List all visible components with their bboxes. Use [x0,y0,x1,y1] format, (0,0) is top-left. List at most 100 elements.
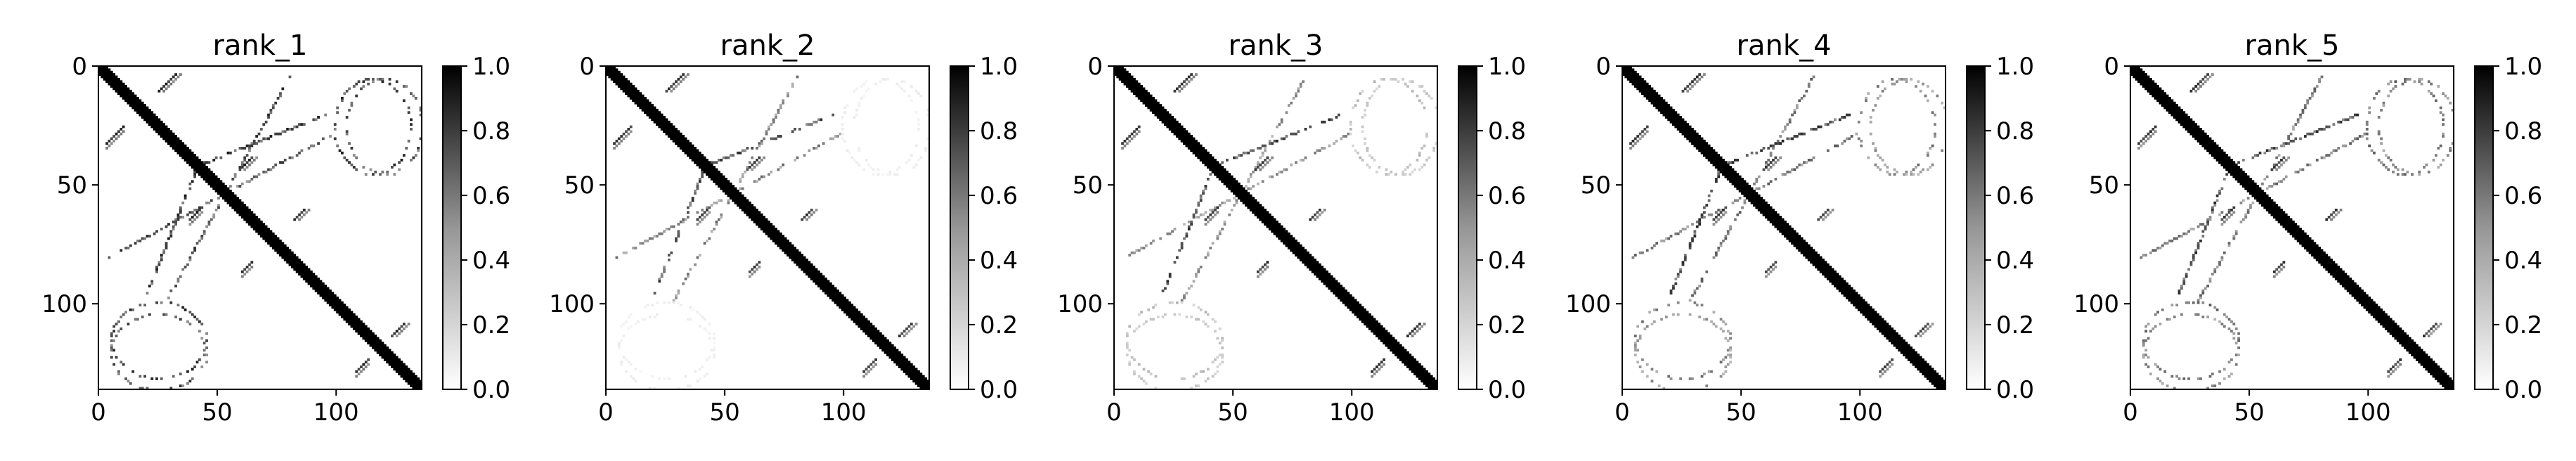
heatmap-cell [1432,384,1436,388]
heatmap-cell [148,285,151,287]
heatmap-cell [855,318,858,321]
heatmap-cell [813,270,816,273]
heatmap-cell [1733,180,1737,183]
heatmap-cell [701,154,704,157]
heatmap-cell [803,261,806,264]
heatmap-cell [1636,87,1640,91]
heatmap-cell [687,149,690,152]
heatmap-cell [333,123,337,126]
heatmap-cell [1905,173,1908,176]
heatmap-cell [1354,313,1357,316]
heatmap-cell [1256,201,1260,204]
heatmap-cell [813,211,816,214]
heatmap-cell [143,106,147,110]
heatmap-cell [848,311,851,314]
heatmap-cell [1209,158,1212,162]
heatmap-cell [1736,199,1740,202]
heatmap-cell [105,77,108,81]
heatmap-cell [1306,263,1309,266]
heatmap-cell [1128,349,1132,352]
heatmap-cell [341,301,344,304]
heatmap-cell [410,370,413,373]
heatmap-cell [782,101,785,105]
heatmap-cell [1361,125,1364,129]
heatmap-cell [670,85,673,88]
heatmap-cell [1731,180,1735,183]
heatmap-cell [1762,199,1766,202]
heatmap-cell [148,116,151,119]
heatmap-cell [912,372,916,376]
heatmap-cell [1387,346,1390,349]
heatmap-cell [737,194,739,197]
heatmap-cell [696,151,699,155]
heatmap-cell [1326,285,1328,287]
heatmap-cell [153,113,156,117]
heatmap-cell [1118,75,1122,79]
heatmap-cell [815,273,818,276]
heatmap-cell [758,156,761,160]
heatmap-cell [1349,309,1352,311]
heatmap-cell [1757,175,1761,178]
heatmap-cell [1662,106,1666,110]
heatmap-cell [648,387,652,390]
heatmap-cell [202,349,206,352]
heatmap-cell [1283,230,1286,233]
heatmap-cell [869,166,873,169]
heatmap-cell [367,339,370,342]
heatmap-cell [338,299,342,302]
heatmap-cell [813,268,816,271]
heatmap-cell [656,301,659,304]
heatmap-cell [1672,118,1675,122]
heatmap-cell [658,278,661,280]
heatmap-cell [867,323,870,326]
heatmap-cell [698,151,701,155]
heatmap-cell [1660,108,1663,112]
heatmap-cell [658,232,661,235]
heatmap-cell [1235,187,1238,190]
heatmap-cell [1149,372,1153,376]
heatmap-cell [1430,379,1433,383]
heatmap-cell [238,206,242,209]
heatmap-cell [333,127,337,131]
heatmap-cell [1264,263,1267,266]
heatmap-cell [1698,77,1702,81]
heatmap-cell [646,239,649,242]
heatmap-cell [703,318,706,321]
heatmap-cell [1173,261,1177,264]
heatmap-cell [902,335,906,337]
heatmap-cell [1235,194,1238,197]
heatmap-cell [1738,211,1742,214]
heatmap-cell [1166,113,1170,117]
heatmap-cell [305,280,309,283]
heatmap-cell [853,313,856,316]
heatmap-cell [1652,101,1656,105]
heatmap-cell [357,368,361,371]
heatmap-cell [1230,175,1234,178]
heatmap-cell [850,318,854,321]
heatmap-cell [1266,225,1269,228]
heatmap-cell [1781,173,1785,176]
heatmap-cell [1655,104,1659,107]
heatmap-cell [1714,177,1718,181]
heatmap-cell [360,327,363,330]
heatmap-cell [665,132,668,136]
heatmap-cell [1187,228,1191,230]
heatmap-cell [777,108,780,112]
heatmap-cell [1886,166,1889,169]
heatmap-cell [914,144,918,148]
heatmap-cell [1133,372,1136,376]
heatmap-cell [660,123,664,126]
heatmap-cell [608,70,611,74]
heatmap-cell [271,237,275,240]
heatmap-cell [1428,377,1431,380]
heatmap-cell [1318,266,1321,268]
heatmap-cell [383,353,387,357]
heatmap-cell [1411,358,1414,361]
heatmap-cell [679,137,682,141]
heatmap-cell [1392,77,1395,81]
heatmap-cell [1266,223,1269,226]
heatmap-cell [1214,163,1217,167]
heatmap-cell [651,104,654,107]
heatmap-cell [886,351,889,354]
heatmap-cell [760,218,763,221]
